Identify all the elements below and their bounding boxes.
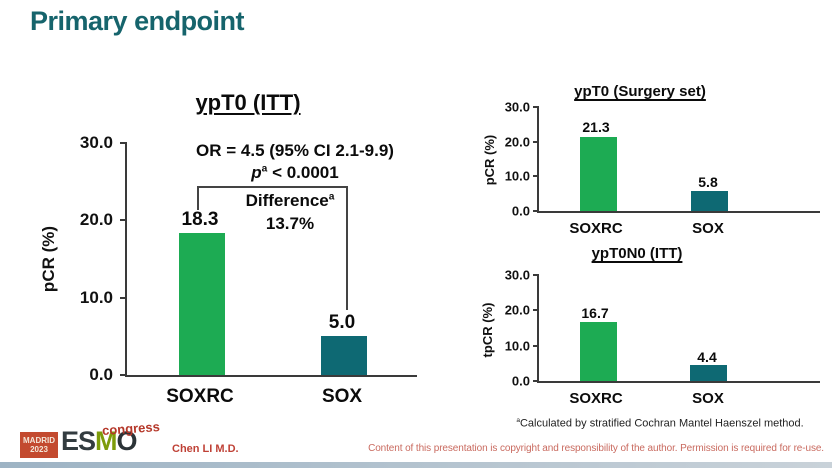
bracket-right-leg xyxy=(346,186,348,310)
y-tick-label: 10.0 xyxy=(79,287,113,307)
odds-ratio-text: OR = 4.5 (95% CI 2.1-9.9) xyxy=(196,141,394,160)
y-tick-label: 0.0 xyxy=(511,373,530,389)
y-axis-label: tpCR (%) xyxy=(480,302,495,358)
y-tick-label: 30.0 xyxy=(504,99,530,115)
y-tick-mark xyxy=(533,380,539,382)
y-tick-label: 20.0 xyxy=(79,210,113,230)
y-tick-mark xyxy=(533,210,539,212)
y-tick-label: 10.0 xyxy=(504,168,530,184)
y-tick-mark xyxy=(533,274,539,276)
y-tick-mark xyxy=(533,140,539,143)
logo-location: MADRID xyxy=(23,436,55,445)
y-tick-mark xyxy=(533,106,539,108)
bar-soxrc xyxy=(580,322,617,381)
footnote-superscript: a xyxy=(516,417,520,424)
chart-title: ypT0N0 (ITT) xyxy=(591,245,683,262)
x-category-label: SOX xyxy=(692,220,724,237)
bar-soxrc xyxy=(179,233,225,375)
bracket-left-leg xyxy=(197,186,199,210)
logo-letter-o: O xyxy=(116,426,138,456)
y-axis-label: pCR (%) xyxy=(482,134,497,186)
footnote: aCalculated by stratified Cochran Mantel… xyxy=(492,417,828,430)
logo-letter-m: M xyxy=(95,426,117,456)
footnote-text: Calculated by stratified Cochran Mantel … xyxy=(519,417,804,430)
logo-year: 2023 xyxy=(30,445,48,454)
y-tick-label: 20.0 xyxy=(504,302,530,318)
logo-event-name: congress xyxy=(101,419,161,438)
y-tick-label: 10.0 xyxy=(504,338,530,354)
x-category-label: SOX xyxy=(692,390,724,407)
difference-label: Differencea xyxy=(200,191,380,211)
logo-org-name: ESMO xyxy=(61,426,138,457)
y-axis-label: pCR (%) xyxy=(39,225,58,293)
x-category-label: SOX xyxy=(321,386,363,407)
p-value: < 0.0001 xyxy=(272,163,339,182)
chart-title: ypT0 (ITT) xyxy=(195,90,301,115)
copyright-notice: Content of this presentation is copyrigh… xyxy=(368,443,824,454)
bar-soxrc xyxy=(580,137,617,211)
p-superscript: a xyxy=(261,163,268,175)
y-tick-label: 0.0 xyxy=(511,203,530,219)
p-value-text: pa < 0.0001 xyxy=(165,163,425,183)
logo-letters-es: ES xyxy=(61,426,96,456)
y-tick-label: 20.0 xyxy=(504,134,530,150)
x-category-label: SOXRC xyxy=(569,390,623,407)
y-tick-label: 0.0 xyxy=(89,365,113,384)
slide-bottom-edge xyxy=(0,462,832,468)
esmo-congress-logo: MADRID 2023 ESMO congress xyxy=(20,419,170,464)
plot-area: 30.0 20.0 10.0 0.0 xyxy=(505,100,820,219)
y-tick-label: 30.0 xyxy=(79,133,113,152)
y-tick-mark xyxy=(120,296,127,299)
y-tick-label: 30.0 xyxy=(504,267,530,283)
y-tick-mark xyxy=(533,175,539,178)
page-title: Primary endpoint xyxy=(30,6,245,36)
p-symbol: p xyxy=(251,163,262,182)
x-category-label: SOXRC xyxy=(166,386,234,407)
chart-title: ypT0 (Surgery set) xyxy=(574,83,706,100)
plot-area: 30.0 20.0 10.0 0.0 xyxy=(80,133,417,384)
y-tick-mark xyxy=(533,344,539,347)
logo-location-badge: MADRID 2023 xyxy=(20,432,58,458)
y-tick-mark xyxy=(533,309,539,312)
bar-value-label: 5.0 xyxy=(328,312,356,333)
y-tick-mark xyxy=(120,374,127,376)
bar-value-label: 5.8 xyxy=(698,174,718,190)
bar-value-label: 16.7 xyxy=(581,305,609,321)
y-tick-mark xyxy=(120,142,127,144)
bracket-horizontal-line xyxy=(197,186,348,188)
bar-sox xyxy=(321,336,367,375)
bar-sox xyxy=(690,365,727,381)
bar-value-label: 21.3 xyxy=(582,119,610,135)
difference-value: 13.7% xyxy=(265,214,315,233)
y-tick-mark xyxy=(120,219,127,222)
plot-area: 30.0 20.0 10.0 0.0 xyxy=(505,268,820,389)
difference-text: Difference xyxy=(245,191,329,210)
bar-value-label: 18.3 xyxy=(181,209,219,230)
x-category-label: SOXRC xyxy=(569,220,623,237)
author-name: Chen LI M.D. xyxy=(172,443,239,455)
bar-value-label: 4.4 xyxy=(697,349,717,365)
difference-superscript: a xyxy=(328,191,335,203)
bar-sox xyxy=(691,190,728,211)
